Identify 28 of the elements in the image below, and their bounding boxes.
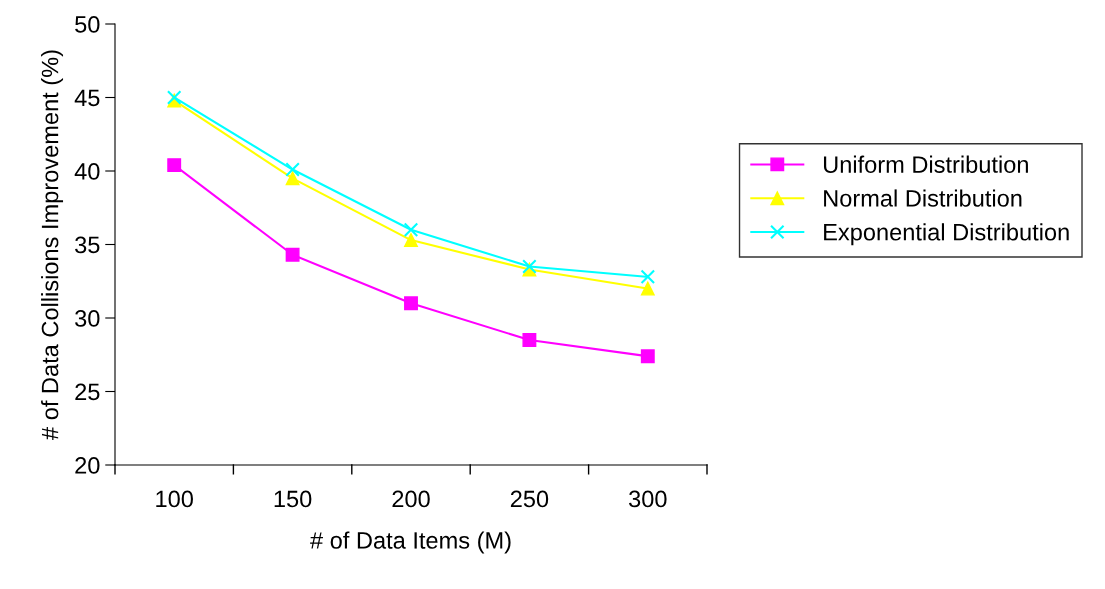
y-tick-label: 50	[75, 16, 100, 33]
y-tick-label: 25	[75, 383, 100, 401]
point	[404, 233, 418, 248]
x-axis-title: # of Data Items (M)	[310, 531, 511, 554]
y-axis-title: # of Data Collisions Improvement (%)	[41, 50, 64, 440]
point	[285, 162, 300, 177]
point	[403, 222, 419, 238]
point	[640, 269, 656, 285]
legend-label: Uniform Distribution	[823, 155, 1028, 173]
point	[285, 171, 300, 186]
legend-label: Exponential Distribution	[824, 223, 1069, 246]
x-tick-label: 150	[274, 490, 312, 508]
y-tick-label: 40	[74, 163, 100, 180]
point	[285, 247, 300, 262]
y-tick-label: 30	[75, 310, 100, 327]
point	[640, 349, 655, 364]
legend-label: Normal Distribution	[824, 189, 1022, 207]
y-tick-label: 45	[74, 89, 100, 107]
point	[640, 281, 655, 296]
point	[404, 296, 418, 311]
x-tick-label: 200	[392, 490, 430, 508]
y-tick-label: 20	[75, 457, 100, 474]
x-tick-label: 100	[156, 490, 193, 508]
point	[167, 158, 182, 173]
point	[522, 333, 537, 347]
x-tick-label: 300	[629, 490, 667, 508]
x-tick-label: 250	[510, 490, 549, 508]
y-tick-label: 35	[75, 236, 100, 254]
